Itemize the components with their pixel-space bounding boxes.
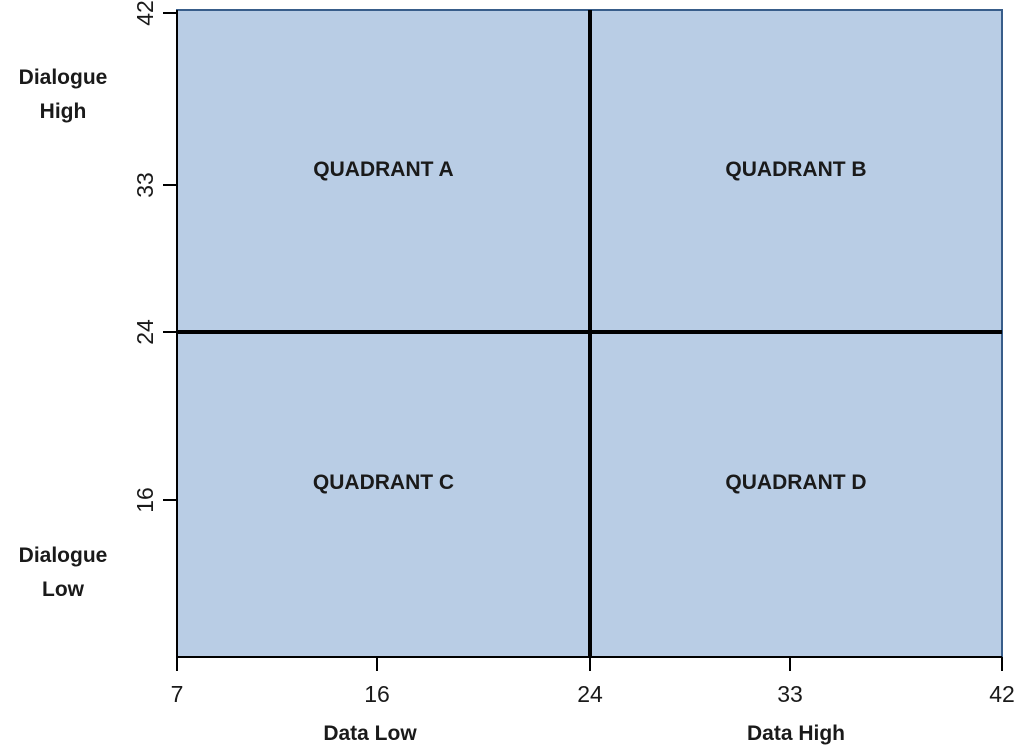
x-tick-label: 42 xyxy=(989,681,1015,707)
quadrant-b-label: QUADRANT B xyxy=(725,158,866,181)
quadrant-labels: QUADRANT A QUADRANT B QUADRANT C QUADRANT D xyxy=(313,158,867,494)
quadrant-d-label: QUADRANT D xyxy=(725,471,866,494)
y-low-label: Dialogue Low xyxy=(0,539,128,607)
x-high-label: Data High xyxy=(746,722,845,745)
y-tick-label: 42 xyxy=(132,0,158,26)
x-tick-label: 24 xyxy=(577,681,603,707)
y-tick-label: 33 xyxy=(132,172,158,198)
y-high-label: Dialogue High xyxy=(0,61,128,129)
quadrant-c-label: QUADRANT C xyxy=(313,471,454,494)
y-axis: 16 24 33 42 xyxy=(132,0,178,657)
y-low-label-line1: Dialogue xyxy=(18,544,108,567)
y-high-label-line2: High xyxy=(39,100,87,123)
x-tick-label: 7 xyxy=(171,681,184,707)
y-high-label-line1: Dialogue xyxy=(18,66,108,89)
y-low-label-line2: Low xyxy=(42,578,84,601)
quadrant-a-label: QUADRANT A xyxy=(313,158,453,181)
x-tick-label: 16 xyxy=(364,681,390,707)
x-tick-label: 33 xyxy=(777,681,803,707)
y-tick-label: 24 xyxy=(132,319,158,345)
y-tick-label: 16 xyxy=(132,487,158,513)
x-axis: 7 16 24 33 42 xyxy=(171,656,1015,707)
x-low-label: Data Low xyxy=(323,722,417,745)
